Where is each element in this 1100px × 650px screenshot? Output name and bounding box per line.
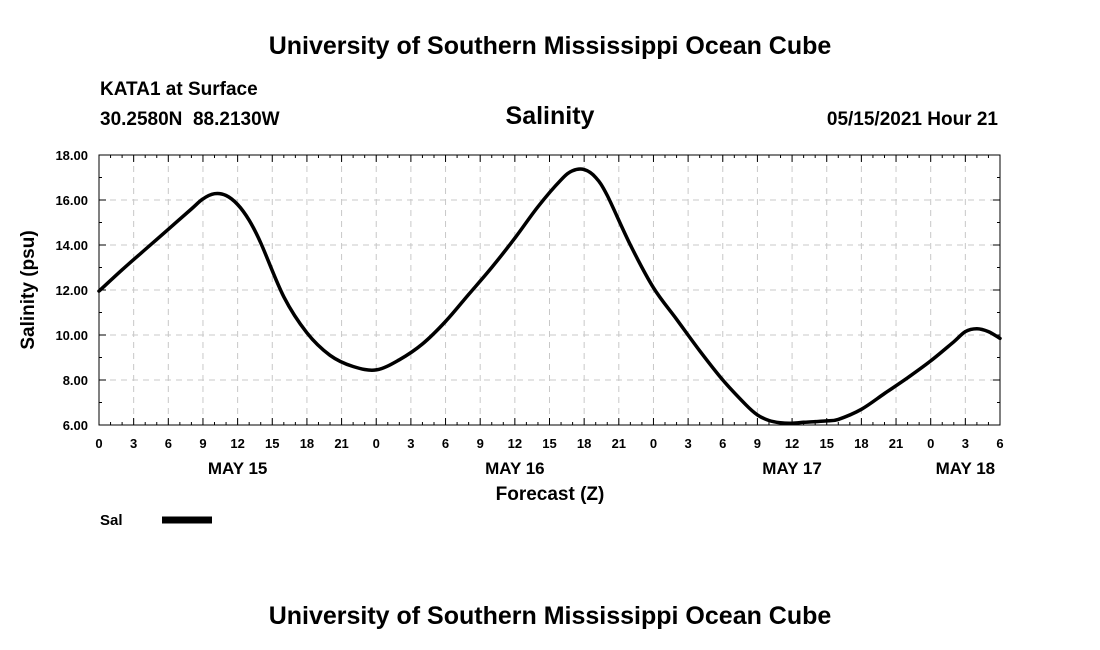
- x-tick-label: 3: [407, 436, 414, 451]
- series-line-sal: [97, 167, 1002, 425]
- y-tick-label: 10.00: [55, 328, 88, 343]
- tick-labels: 0 3 6 9 12 15 18 21 0 3 6 9 12 15 18 21 0 3 6 9 12 15 18 21 0 3 6 6…: [55, 148, 1003, 478]
- bottom-title: University of Southern Mississippi Ocean…: [269, 602, 832, 630]
- x-tick-label: 15: [542, 436, 556, 451]
- y-axis-title: Salinity (psu): [18, 230, 39, 349]
- x-tick-label: 18: [577, 436, 591, 451]
- x-tick-label: 12: [785, 436, 799, 451]
- y-tick-label: 14.00: [55, 238, 88, 253]
- x-tick-label: 0: [373, 436, 380, 451]
- x-tick-label: 18: [300, 436, 314, 451]
- x-tick-label: 0: [927, 436, 934, 451]
- x-tick-label: 0: [95, 436, 102, 451]
- x-tick-label: 12: [508, 436, 522, 451]
- chart-title: Salinity: [506, 102, 595, 130]
- x-tick-label: 6: [165, 436, 172, 451]
- x-tick-label: 21: [889, 436, 903, 451]
- x-tick-label: 18: [854, 436, 868, 451]
- y-tick-label: 8.00: [63, 373, 88, 388]
- day-label: MAY 17: [762, 459, 822, 478]
- x-tick-label: 9: [477, 436, 484, 451]
- x-tick-label: 15: [819, 436, 833, 451]
- coordinates-label: 30.2580N 88.2130W: [100, 109, 280, 130]
- timestamp-label: 05/15/2021 Hour 21: [827, 109, 999, 130]
- x-tick-label: 21: [334, 436, 348, 451]
- y-tick-label: 6.00: [63, 418, 88, 433]
- x-tick-label: 6: [442, 436, 449, 451]
- y-tick-label: 18.00: [55, 148, 88, 163]
- x-tick-label: 0: [650, 436, 657, 451]
- axes: [98, 154, 1001, 426]
- x-tick-label: 12: [230, 436, 244, 451]
- x-tick-label: 6: [719, 436, 726, 451]
- legend: Sal: [100, 512, 212, 529]
- x-tick-label: 15: [265, 436, 279, 451]
- x-tick-label: 6: [996, 436, 1003, 451]
- series-layer: [97, 167, 1002, 425]
- x-tick-label: 21: [612, 436, 626, 451]
- x-tick-label: 3: [684, 436, 691, 451]
- y-tick-label: 12.00: [55, 283, 88, 298]
- x-tick-label: 3: [962, 436, 969, 451]
- day-label: MAY 18: [936, 459, 996, 478]
- x-tick-label: 9: [199, 436, 206, 451]
- day-label: MAY 15: [208, 459, 268, 478]
- day-label: MAY 16: [485, 459, 545, 478]
- y-tick-label: 16.00: [55, 193, 88, 208]
- legend-label: Sal: [100, 512, 123, 529]
- x-tick-label: 3: [130, 436, 137, 451]
- x-tick-label: 9: [754, 436, 761, 451]
- top-title: University of Southern Mississippi Ocean…: [269, 32, 832, 60]
- station-label: KATA1 at Surface: [100, 79, 258, 100]
- grid-lines: [99, 155, 1000, 425]
- x-axis-title: Forecast (Z): [496, 484, 605, 505]
